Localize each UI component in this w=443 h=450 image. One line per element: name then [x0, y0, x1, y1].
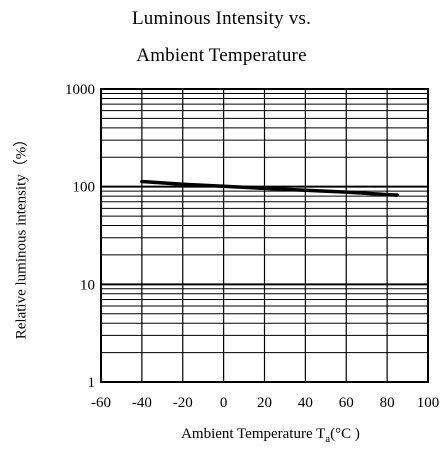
- x-tick-label: 60: [339, 395, 354, 411]
- series-line: [140, 179, 400, 197]
- x-tick-labels: -60 -40 -20 0 20 40 60 80 100: [91, 395, 439, 411]
- y-tick-label: 1000: [65, 82, 95, 98]
- x-tick-label: -40: [132, 395, 152, 411]
- y-tick-label: 1: [88, 375, 96, 391]
- x-tick-label: 40: [298, 395, 313, 411]
- x-tick-label: 0: [220, 395, 228, 411]
- series-layer: [140, 179, 400, 197]
- chart-title-line2: Ambient Temperature: [136, 45, 307, 66]
- x-tick-label: 100: [417, 395, 440, 411]
- y-tick-label: 100: [73, 180, 96, 196]
- plot-frame: [100, 88, 429, 383]
- y-tick-label: 10: [80, 277, 95, 293]
- x-axis-title-subscript: a: [325, 433, 330, 445]
- x-axis-title-unit: (°C ): [330, 426, 360, 442]
- x-axis-title-main: Ambient Temperature T: [181, 426, 325, 442]
- grid: [100, 88, 429, 383]
- y-axis-title: Relative luminous intensity（%）: [12, 132, 29, 339]
- x-tick-label: 80: [380, 395, 395, 411]
- x-tick-label: -60: [91, 395, 111, 411]
- y-tick-labels: 1000 100 10 1: [65, 82, 95, 391]
- x-tick-label: 20: [257, 395, 272, 411]
- x-tick-label: -20: [173, 395, 193, 411]
- chart-title-line1: Luminous Intensity vs.: [131, 8, 312, 29]
- x-axis-title: Ambient Temperature Ta(°C ): [181, 426, 360, 445]
